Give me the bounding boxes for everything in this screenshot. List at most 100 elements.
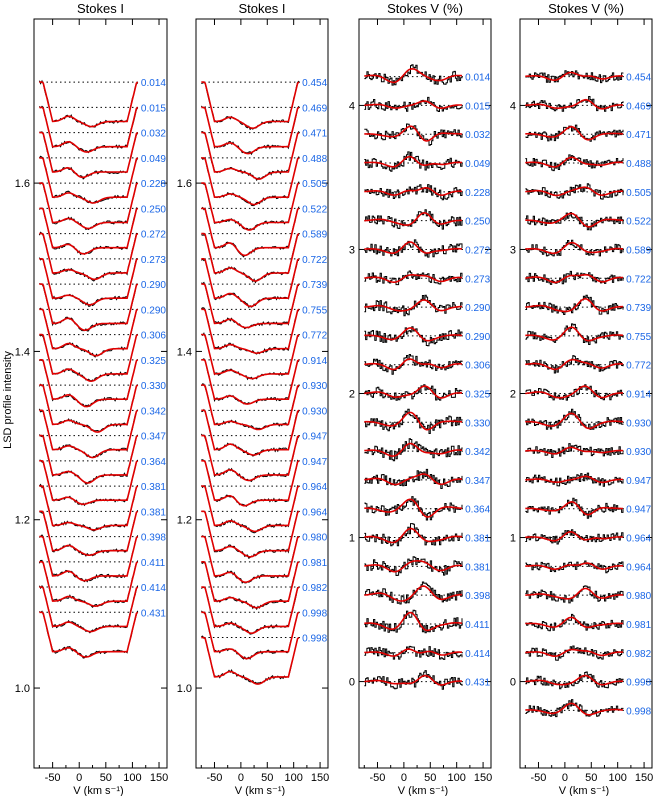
model-profile: [39, 460, 139, 506]
model-profile: [364, 155, 463, 168]
phase-label: 0.722: [626, 274, 651, 285]
observed-profile: [525, 70, 624, 84]
phase-label: 0.398: [465, 591, 490, 602]
phase-label: 0.342: [141, 406, 166, 417]
model-profile: [201, 561, 300, 609]
model-profile: [39, 81, 139, 128]
model-profile: [525, 71, 623, 82]
phase-label: 0.273: [465, 274, 490, 285]
y-tick-label: 1: [349, 533, 355, 545]
model-profile: [201, 333, 300, 380]
phase-label: 0.755: [626, 332, 651, 343]
model-profile: [364, 585, 463, 602]
model-profile: [39, 258, 139, 306]
model-profile: [201, 359, 300, 405]
x-axis-label: V (km s⁻¹): [235, 785, 285, 796]
phase-label: 0.981: [302, 558, 327, 569]
phase-label: 0.522: [302, 204, 327, 215]
observed-profile: [38, 483, 139, 532]
phase-label: 0.914: [302, 356, 327, 367]
model-profile: [201, 157, 300, 206]
y-tick-label: 3: [349, 244, 355, 256]
phase-label: 0.998: [302, 608, 327, 619]
model-profile: [39, 561, 139, 608]
observed-profile: [39, 307, 138, 358]
observed-profile: [364, 438, 463, 462]
phase-label: 0.228: [465, 188, 490, 199]
phase-label: 0.347: [465, 476, 490, 487]
model-profile: [364, 67, 463, 84]
model-profile: [364, 473, 463, 486]
observed-profile: [38, 207, 138, 256]
panel-title: Stokes V (%): [387, 1, 463, 16]
phase-label: 0.032: [465, 130, 490, 141]
x-tick-label: 50: [585, 772, 597, 784]
phase-label: 0.272: [141, 230, 166, 241]
phase-label: 0.488: [302, 154, 327, 165]
model-profile: [201, 182, 300, 231]
model-profile: [201, 283, 300, 329]
phase-label: 0.964: [626, 534, 651, 545]
observed-profile: [525, 96, 624, 112]
phase-label: 0.330: [465, 418, 490, 429]
panel-title: Stokes V (%): [548, 1, 624, 16]
y-tick-label: 1.0: [15, 683, 30, 695]
model-profile: [201, 586, 300, 635]
model-profile: [201, 308, 300, 355]
observed-profile: [39, 181, 138, 231]
model-profile: [525, 358, 623, 371]
model-profile: [39, 409, 139, 459]
phase-label: 0.431: [141, 608, 166, 619]
phase-label: 0.342: [465, 447, 490, 458]
phase-label: 0.522: [626, 217, 651, 228]
phase-label: 0.998: [302, 634, 327, 645]
phase-label: 0.290: [465, 332, 490, 343]
phase-label: 0.930: [302, 406, 327, 417]
observed-profile: [200, 156, 300, 207]
model-profile: [201, 106, 300, 155]
model-profile: [364, 385, 463, 399]
observed-profile: [38, 105, 139, 154]
y-tick-label: 1.0: [177, 683, 192, 695]
phase-label: 0.998: [626, 706, 651, 717]
phase-label: 0.505: [626, 188, 651, 199]
model-profile: [525, 500, 623, 516]
phase-label: 0.980: [302, 533, 327, 544]
model-profile: [39, 182, 139, 230]
model-profile: [525, 241, 624, 255]
phase-label: 0.381: [141, 507, 166, 518]
model-profile: [364, 560, 463, 573]
panel-2: Stokes I -50 0 50 100 150 V (km s⁻¹) 1.0 1.2 1.4 1…: [177, 1, 330, 796]
model-profile: [201, 636, 300, 685]
model-profile: [525, 186, 624, 197]
phase-label: 0.947: [626, 476, 651, 487]
phase-label: 0.772: [302, 331, 327, 342]
x-tick-label: 100: [448, 772, 466, 784]
phase-label: 0.930: [626, 447, 651, 458]
model-profile: [201, 81, 300, 130]
phase-label: 0.739: [302, 280, 327, 291]
observed-profile: [38, 79, 139, 128]
observed-profile: [38, 534, 139, 583]
phase-label: 0.930: [626, 418, 651, 429]
model-profile: [525, 475, 623, 484]
phase-label: 0.930: [302, 381, 327, 392]
phase-label: 0.947: [626, 505, 651, 516]
y-tick-label: 4: [510, 100, 516, 112]
y-tick-label: 1.6: [15, 178, 30, 190]
observed-profile: [525, 699, 624, 718]
observed-profile: [364, 64, 463, 86]
phase-label: 0.411: [465, 620, 490, 631]
phase-label: 0.381: [465, 534, 490, 545]
y-tick-label: 2: [349, 389, 355, 401]
model-profile: [525, 212, 624, 228]
observed-profile: [525, 323, 624, 345]
phase-label: 0.469: [302, 103, 327, 114]
observed-profile: [200, 332, 300, 381]
phase-label: 0.454: [302, 78, 327, 89]
phase-label: 0.980: [626, 591, 651, 602]
x-tick-label: 100: [609, 772, 627, 784]
model-profile: [39, 510, 139, 556]
phase-label: 0.049: [141, 154, 166, 165]
